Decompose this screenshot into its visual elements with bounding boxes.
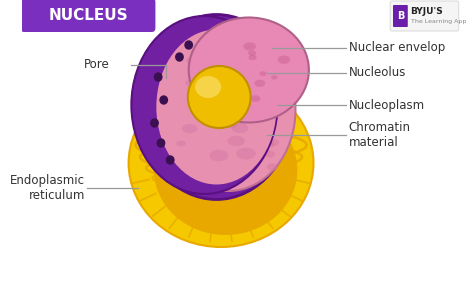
Ellipse shape [182, 124, 197, 133]
Ellipse shape [181, 73, 190, 80]
Ellipse shape [260, 71, 266, 76]
Ellipse shape [228, 136, 245, 146]
Ellipse shape [244, 116, 257, 125]
Ellipse shape [240, 122, 249, 129]
Text: BYJU'S: BYJU'S [410, 8, 443, 16]
Ellipse shape [170, 102, 244, 147]
Ellipse shape [191, 78, 201, 84]
Ellipse shape [242, 89, 262, 100]
Text: B: B [397, 11, 404, 21]
Ellipse shape [278, 55, 290, 64]
Ellipse shape [188, 66, 251, 128]
Text: Endoplasmic
reticulum: Endoplasmic reticulum [10, 174, 85, 202]
Ellipse shape [186, 57, 199, 65]
Ellipse shape [131, 16, 277, 194]
Ellipse shape [128, 79, 313, 247]
Ellipse shape [251, 128, 261, 136]
Ellipse shape [203, 111, 223, 123]
Ellipse shape [230, 70, 243, 78]
FancyBboxPatch shape [393, 5, 408, 27]
Circle shape [155, 73, 162, 81]
Text: Nuclear envelop: Nuclear envelop [348, 42, 445, 55]
Ellipse shape [246, 49, 256, 56]
Ellipse shape [220, 122, 232, 131]
Ellipse shape [162, 29, 295, 191]
Text: Nucleolus: Nucleolus [348, 67, 406, 80]
FancyBboxPatch shape [390, 1, 459, 31]
Ellipse shape [267, 163, 278, 171]
Ellipse shape [210, 150, 228, 161]
Ellipse shape [243, 42, 256, 51]
Ellipse shape [176, 141, 186, 146]
Circle shape [151, 119, 158, 127]
Ellipse shape [225, 121, 237, 128]
Circle shape [166, 156, 174, 164]
Ellipse shape [265, 151, 275, 158]
Ellipse shape [195, 76, 221, 98]
Ellipse shape [225, 158, 232, 164]
Ellipse shape [195, 86, 210, 94]
Ellipse shape [237, 148, 256, 160]
Text: NUCLEUS: NUCLEUS [49, 8, 128, 23]
Ellipse shape [240, 95, 249, 101]
Ellipse shape [218, 85, 224, 90]
Ellipse shape [201, 113, 210, 119]
Ellipse shape [194, 108, 203, 114]
Ellipse shape [212, 159, 220, 165]
Ellipse shape [249, 86, 259, 93]
Ellipse shape [205, 96, 213, 102]
Ellipse shape [248, 55, 256, 60]
Ellipse shape [222, 84, 235, 93]
Text: Nucleoplasm: Nucleoplasm [348, 98, 425, 112]
Ellipse shape [231, 123, 248, 133]
Ellipse shape [211, 98, 225, 106]
Ellipse shape [244, 103, 255, 111]
Text: Chromatin
material: Chromatin material [348, 121, 410, 149]
Ellipse shape [272, 86, 278, 90]
Ellipse shape [156, 29, 276, 185]
Ellipse shape [227, 72, 235, 78]
Circle shape [157, 139, 164, 147]
Ellipse shape [217, 168, 223, 172]
Ellipse shape [222, 72, 235, 81]
Ellipse shape [245, 69, 254, 74]
Ellipse shape [271, 75, 278, 80]
Circle shape [160, 96, 167, 104]
Text: The Learning App: The Learning App [410, 18, 466, 23]
FancyBboxPatch shape [20, 0, 155, 32]
Ellipse shape [216, 90, 226, 97]
Ellipse shape [248, 50, 256, 56]
Ellipse shape [255, 80, 265, 87]
Ellipse shape [189, 18, 309, 123]
Circle shape [185, 41, 192, 49]
Ellipse shape [269, 139, 279, 146]
Ellipse shape [139, 14, 294, 200]
Ellipse shape [154, 105, 297, 235]
Circle shape [176, 53, 183, 61]
Ellipse shape [265, 141, 275, 148]
Ellipse shape [185, 80, 197, 86]
Text: Pore: Pore [84, 59, 110, 72]
Ellipse shape [250, 95, 261, 102]
